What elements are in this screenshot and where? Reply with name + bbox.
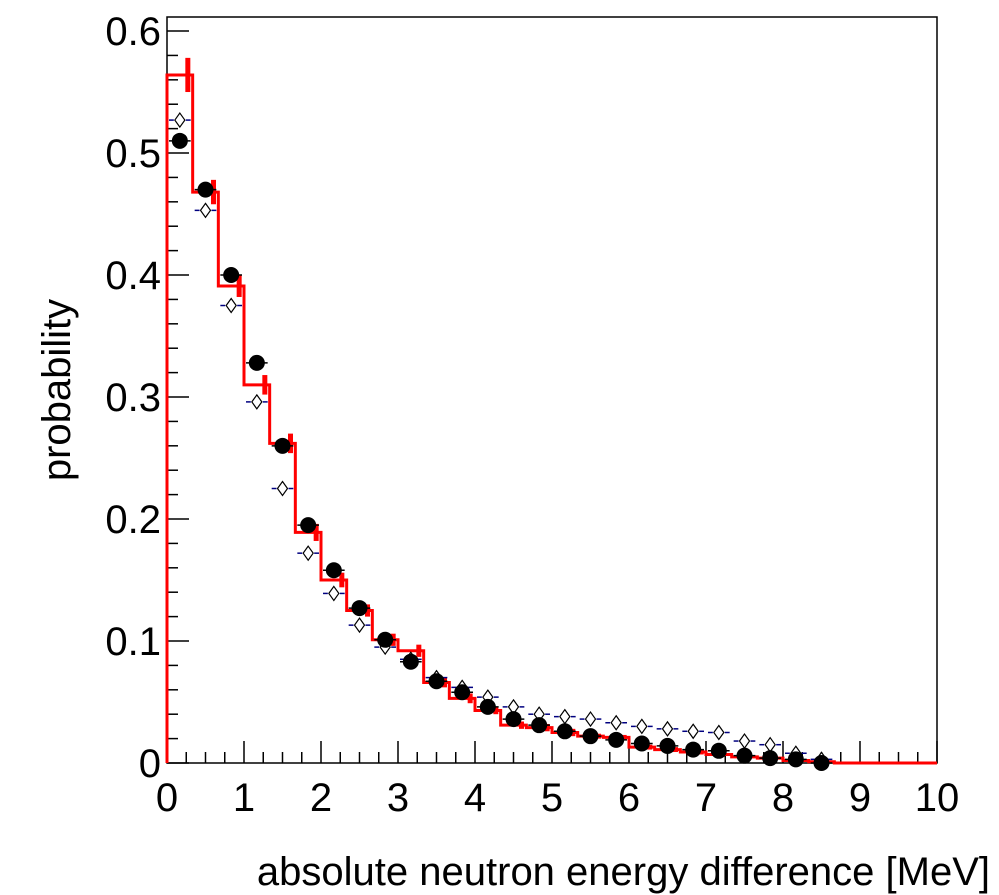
x-tick-label: 5 bbox=[541, 776, 563, 820]
dot-marker bbox=[813, 755, 830, 771]
dot-marker bbox=[197, 181, 214, 198]
x-tick-label: 7 bbox=[695, 776, 717, 820]
dot-marker bbox=[531, 717, 548, 734]
x-tick-label: 4 bbox=[464, 776, 486, 820]
diamond-marker bbox=[636, 718, 648, 735]
diamond-marker bbox=[225, 297, 237, 314]
y-tick-label: 0.2 bbox=[105, 498, 161, 542]
y-tick-label: 0.5 bbox=[105, 132, 161, 176]
x-tick-label: 1 bbox=[233, 776, 255, 820]
y-tick-label: 0.6 bbox=[105, 10, 161, 54]
dot-marker bbox=[171, 132, 188, 149]
dot-marker bbox=[582, 728, 599, 745]
y-tick-label: 0.3 bbox=[105, 376, 161, 420]
dot-marker bbox=[710, 742, 727, 759]
diamond-marker bbox=[302, 545, 314, 562]
x-tick-label: 6 bbox=[618, 776, 640, 820]
plot-frame bbox=[166, 16, 938, 764]
diamond-marker bbox=[199, 202, 212, 219]
dot-marker bbox=[608, 731, 625, 748]
dot-marker bbox=[300, 517, 317, 534]
x-tick-label: 8 bbox=[772, 776, 794, 820]
diamond-marker bbox=[174, 112, 186, 129]
dot-marker bbox=[787, 751, 804, 768]
dot-marker bbox=[274, 437, 291, 454]
x-tick-label: 10 bbox=[915, 776, 960, 820]
dot-marker bbox=[762, 750, 779, 767]
histogram-step bbox=[165, 73, 937, 765]
diamond-marker bbox=[661, 720, 674, 737]
diamond-marker bbox=[328, 585, 340, 602]
dot-marker bbox=[505, 711, 522, 728]
dot-marker bbox=[325, 562, 342, 579]
diamond-marker bbox=[584, 711, 597, 728]
dot-marker bbox=[402, 653, 419, 670]
y-tick-label: 0.4 bbox=[105, 254, 161, 298]
dot-marker bbox=[351, 600, 368, 617]
diamond-marker bbox=[687, 723, 699, 740]
dot-marker bbox=[659, 737, 676, 754]
x-tick-label: 3 bbox=[387, 776, 409, 820]
y-tick-label: 0 bbox=[139, 742, 161, 786]
dot-marker bbox=[223, 267, 240, 284]
diamond-marker bbox=[610, 714, 622, 731]
diamond-marker bbox=[764, 736, 776, 753]
dot-marker bbox=[479, 698, 496, 715]
dot-marker bbox=[454, 684, 471, 701]
dot-marker bbox=[736, 747, 753, 764]
x-tick-label: 0 bbox=[156, 776, 178, 820]
dot-marker bbox=[248, 354, 265, 371]
x-tick-label: 9 bbox=[849, 776, 871, 820]
diamond-marker bbox=[353, 617, 366, 634]
y-tick-label: 0.1 bbox=[105, 620, 161, 664]
dot-marker bbox=[428, 673, 445, 690]
dot-marker bbox=[556, 723, 573, 740]
diamond-marker bbox=[559, 708, 571, 725]
y-axis-label: probability bbox=[35, 299, 79, 481]
x-tick-label: 2 bbox=[310, 776, 332, 820]
diamond-marker bbox=[251, 393, 263, 410]
x-axis-label: absolute neutron energy difference [MeV] bbox=[257, 850, 990, 894]
dot-marker bbox=[377, 631, 394, 648]
diamond-marker bbox=[276, 480, 289, 497]
dot-marker bbox=[633, 735, 650, 752]
dot-marker bbox=[685, 741, 702, 758]
diamond-marker bbox=[713, 724, 725, 741]
diamond-marker bbox=[738, 733, 751, 750]
